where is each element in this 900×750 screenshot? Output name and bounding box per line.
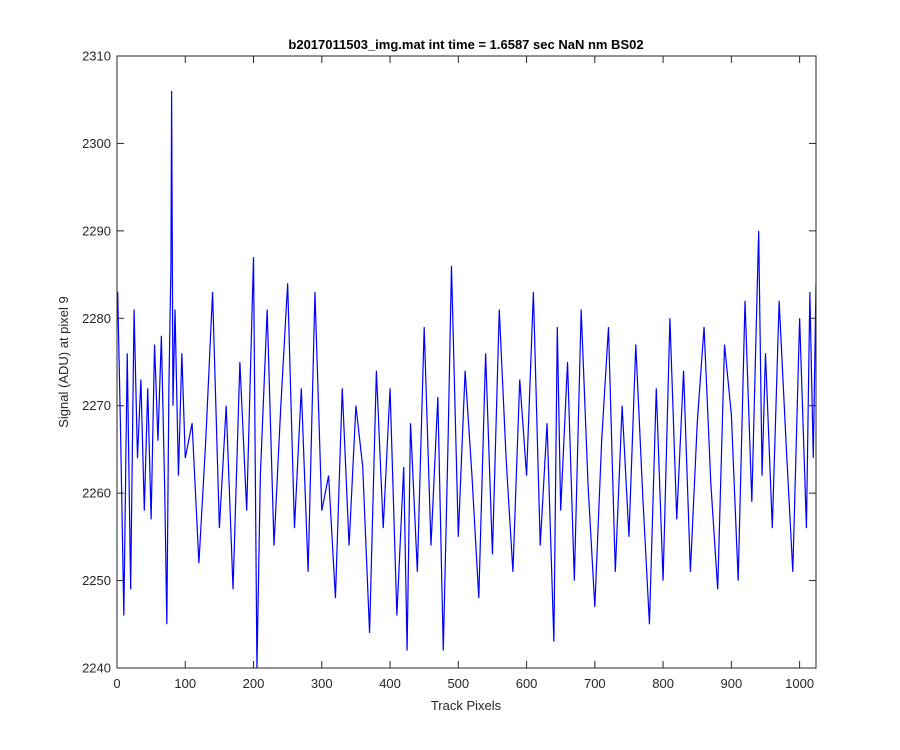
y-axis-label: Signal (ADU) at pixel 9 — [56, 296, 71, 428]
y-tick-label: 2300 — [82, 136, 111, 151]
x-tick-label: 300 — [311, 676, 333, 691]
y-tick-label: 2240 — [82, 661, 111, 676]
x-tick-label: 0 — [113, 676, 120, 691]
ticks-layer: 0 100 200 300 400 500 600 700 800 900 1000 2240 2250… — [82, 49, 816, 691]
x-tick-label: 500 — [447, 676, 469, 691]
x-axis-label: Track Pixels — [431, 698, 502, 713]
plot-frame — [116, 55, 817, 669]
y-tick-label: 2310 — [82, 49, 111, 64]
chart-title: b2017011503_img.mat int time = 1.6587 se… — [288, 37, 643, 52]
x-tick-label: 100 — [174, 676, 196, 691]
x-tick-label: 1000 — [785, 676, 814, 691]
plot-area — [117, 56, 816, 668]
x-tick-label: 800 — [652, 676, 674, 691]
y-tick-label: 2290 — [82, 223, 111, 238]
y-tick-label: 2250 — [82, 573, 111, 588]
y-tick-label: 2280 — [82, 311, 111, 326]
series-layer — [117, 90, 816, 668]
series-line-0 — [117, 90, 816, 668]
y-tick-label: 2260 — [82, 486, 111, 501]
x-tick-label: 400 — [379, 676, 401, 691]
x-tick-label: 600 — [516, 676, 538, 691]
x-tick-label: 900 — [721, 676, 743, 691]
x-tick-label: 700 — [584, 676, 606, 691]
y-tick-label: 2270 — [82, 398, 111, 413]
x-tick-label: 200 — [243, 676, 265, 691]
